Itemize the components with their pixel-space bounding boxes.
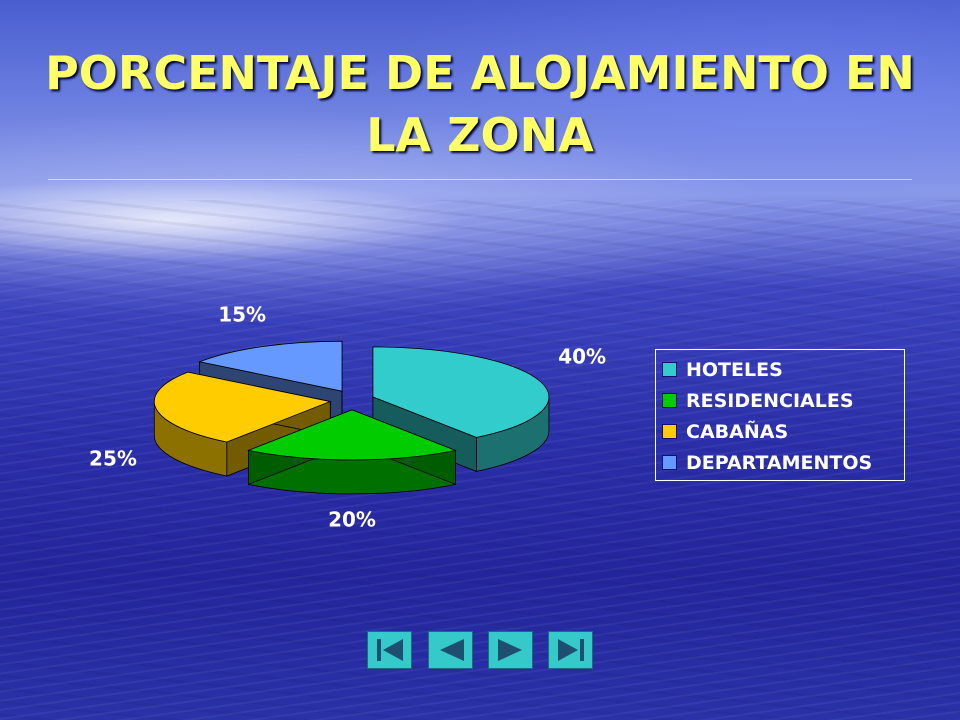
legend-label: DEPARTAMENTOS <box>686 451 873 474</box>
pie-slice-residenciales <box>247 409 457 461</box>
pie-labels: 40% 20% 25% 15% <box>89 302 606 531</box>
first-slide-button[interactable] <box>367 631 412 669</box>
legend-label: CABAÑAS <box>686 420 789 443</box>
legend-label: RESIDENCIALES <box>686 389 854 412</box>
slice-label: 15% <box>218 302 266 326</box>
pie-slice-hoteles <box>372 346 550 438</box>
pie-slice-departamentos <box>198 340 343 392</box>
legend-item-cabanas: CABAÑAS <box>662 416 904 447</box>
title-divider <box>48 179 912 180</box>
slice-label: 25% <box>89 446 137 470</box>
previous-slide-button[interactable] <box>428 631 473 669</box>
previous-slide-icon <box>439 639 464 661</box>
legend-item-hoteles: HOTELES <box>662 354 904 385</box>
first-slide-icon <box>376 639 403 661</box>
slide-title: PORCENTAJE DE ALOJAMIENTO EN LA ZONA <box>45 46 915 162</box>
legend-item-residenciales: RESIDENCIALES <box>662 385 904 416</box>
last-slide-button[interactable] <box>548 631 593 669</box>
next-slide-button[interactable] <box>488 631 533 669</box>
pie-slice-cabanas <box>153 371 332 443</box>
legend-swatch <box>662 424 677 439</box>
legend-label: HOTELES <box>686 358 783 381</box>
next-slide-icon <box>497 639 522 661</box>
legend-swatch <box>662 455 677 470</box>
legend-swatch <box>662 393 677 408</box>
legend-item-departamentos: DEPARTAMENTOS <box>662 447 904 478</box>
slice-label: 40% <box>558 345 606 369</box>
legend-swatch <box>662 362 677 377</box>
last-slide-icon <box>557 639 584 661</box>
chart-legend: HOTELES RESIDENCIALES CABAÑAS DEPARTAMEN… <box>655 349 905 481</box>
slice-label: 20% <box>328 507 376 531</box>
pie-tops <box>153 340 550 461</box>
